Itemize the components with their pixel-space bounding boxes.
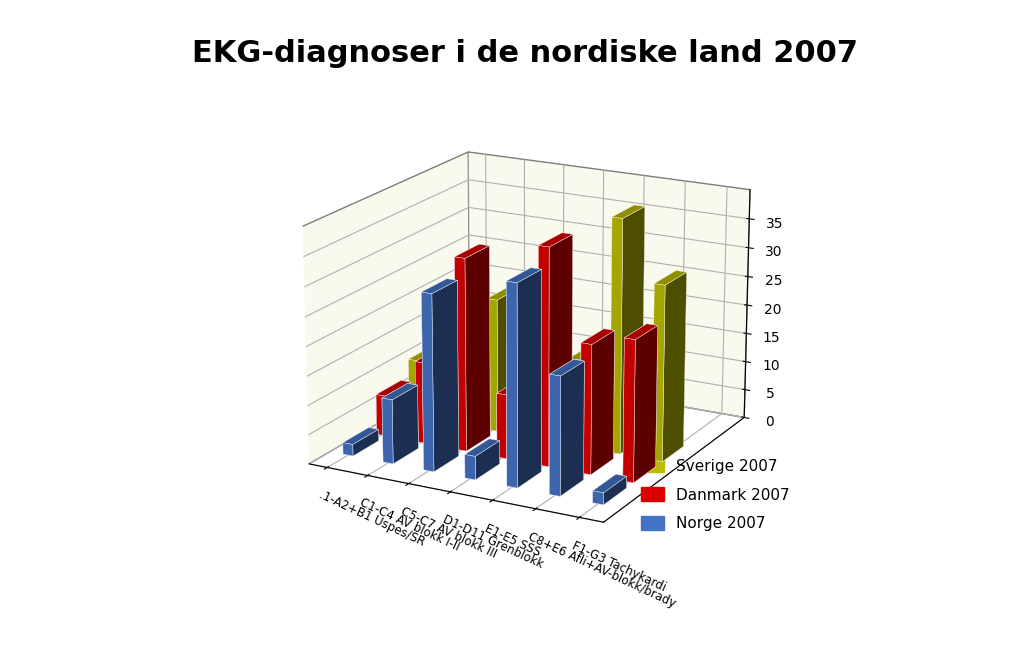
Legend: Sverige 2007, Danmark 2007, Norge 2007: Sverige 2007, Danmark 2007, Norge 2007 — [635, 453, 796, 538]
Title: EKG-diagnoser i de nordiske land 2007: EKG-diagnoser i de nordiske land 2007 — [191, 39, 858, 68]
